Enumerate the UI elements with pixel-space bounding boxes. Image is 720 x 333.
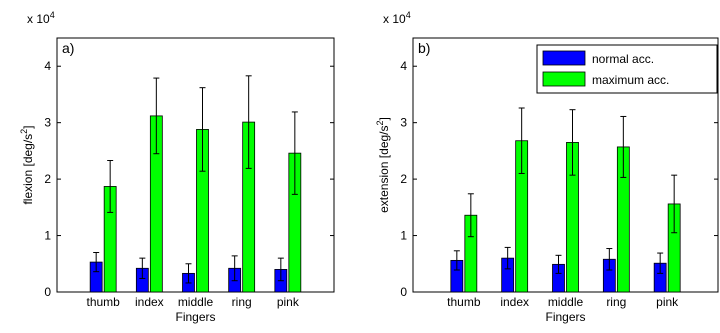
axes-frame (56, 37, 335, 293)
y-tick-label: 1 (44, 229, 51, 243)
x-tick-label: thumb (86, 295, 120, 309)
y-tick-label: 4 (400, 59, 407, 73)
x-tick-label: middle (548, 295, 584, 309)
legend-swatch-normal (542, 50, 586, 66)
axes-frame (412, 37, 719, 293)
axis-multiplier: x 104 (27, 10, 55, 26)
x-tick-label: middle (178, 295, 214, 309)
y-axis-label-end: ] (377, 117, 391, 120)
y-tick-label: 0 (44, 285, 51, 299)
x-axis-label: Fingers (545, 310, 585, 324)
y-axis-label: flexion [deg/s2] (19, 125, 35, 204)
y-axis-label-text: extension [deg/s (377, 125, 391, 212)
multiplier-exponent: 4 (406, 10, 411, 20)
y-axis-label: extension [deg/s2] (375, 117, 391, 213)
legend: normal acc. maximum acc. (536, 44, 718, 94)
y-tick-label: 3 (44, 116, 51, 130)
x-axis-label: Fingers (175, 310, 215, 324)
y-tick-label: 0 (400, 285, 407, 299)
legend-swatch-maximum (542, 71, 586, 87)
y-tick-label: 4 (44, 59, 51, 73)
y-axis-label-exponent: 2 (375, 120, 385, 125)
x-tick-label: pink (277, 295, 300, 309)
x-tick-label: pink (656, 295, 679, 309)
legend-label-normal: normal acc. (592, 52, 654, 66)
y-axis-label-end: ] (21, 125, 35, 128)
legend-label-maximum: maximum acc. (592, 73, 669, 87)
y-tick-label: 2 (400, 172, 407, 186)
multiplier-base: x 10 (383, 12, 406, 26)
panel-label: a) (62, 40, 74, 56)
x-tick-label: ring (232, 295, 252, 309)
x-tick-label: index (500, 295, 529, 309)
x-tick-label: thumb (447, 295, 481, 309)
multiplier-base: x 10 (27, 12, 50, 26)
y-tick-label: 1 (400, 229, 407, 243)
y-tick-label: 2 (44, 172, 51, 186)
y-axis-label-text: flexion [deg/s (21, 134, 35, 205)
panel-label: b) (418, 40, 430, 56)
axis-multiplier: x 104 (383, 10, 411, 26)
multiplier-exponent: 4 (50, 10, 55, 20)
x-tick-label: index (135, 295, 164, 309)
y-axis-label-exponent: 2 (19, 129, 29, 134)
x-tick-label: ring (606, 295, 626, 309)
y-tick-label: 3 (400, 116, 407, 130)
